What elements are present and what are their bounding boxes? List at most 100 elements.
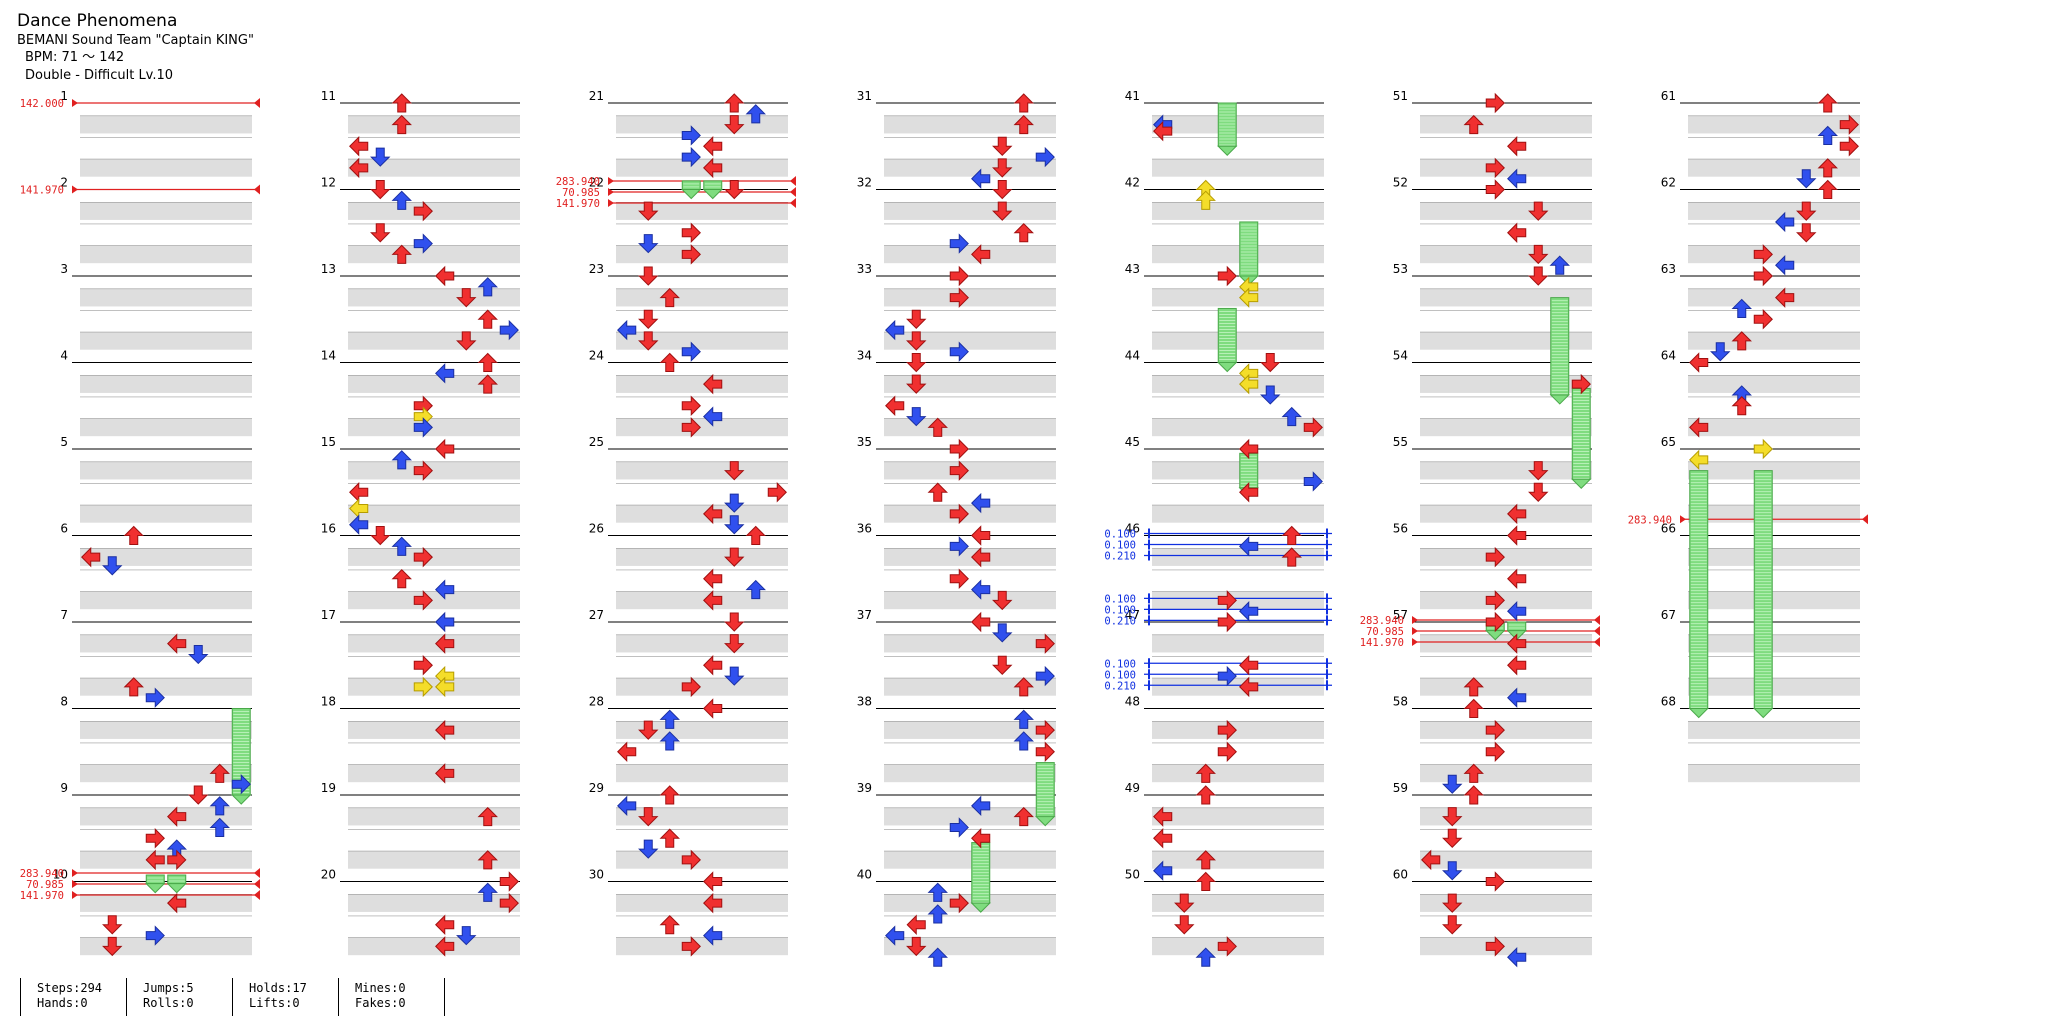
arrow-right-icon <box>681 395 701 416</box>
bpm-marker-value: 141.970 <box>1360 637 1404 649</box>
arrow-right-icon <box>1035 719 1055 741</box>
stat-bottom: Hands:0 <box>37 996 88 1010</box>
beat-band <box>1152 202 1324 220</box>
arrow-up-icon <box>391 450 412 470</box>
beat-band <box>1420 634 1592 653</box>
arrow-left-icon <box>1507 222 1527 243</box>
arrow-right-icon <box>1753 265 1773 287</box>
arrow-right-icon <box>145 687 165 708</box>
arrow-down-icon <box>188 644 209 665</box>
arrow-up-icon <box>1013 731 1034 751</box>
beat-band <box>616 245 788 264</box>
arrow-down-icon <box>638 839 659 859</box>
arrow-down-icon <box>638 807 659 827</box>
bpm-marker-value: 283.940 <box>556 176 600 188</box>
beat-band <box>884 634 1056 653</box>
arrow-up-icon <box>1731 396 1752 416</box>
arrow-down-icon <box>992 655 1013 675</box>
measure-number: 33 <box>857 262 872 276</box>
beat-band <box>80 807 252 826</box>
measure-number: 50 <box>1125 868 1140 882</box>
bpm-marker-value: 70.985 <box>1366 626 1404 638</box>
hold-note <box>166 874 187 894</box>
hold-tail-icon <box>1571 478 1592 489</box>
arrow-right-icon <box>231 773 251 795</box>
beat-band <box>348 115 520 134</box>
arrow-up-icon <box>1463 763 1484 783</box>
hold-tail-icon <box>970 902 991 913</box>
measure-number: 55 <box>1393 435 1408 449</box>
arrow-up-icon <box>477 882 498 902</box>
arrow-left-icon <box>167 806 187 827</box>
beat-band <box>348 159 520 177</box>
measure-number: 12 <box>321 176 336 190</box>
measure-number: 16 <box>321 522 336 536</box>
arrow-up-icon <box>209 796 230 816</box>
stat-bottom: Fakes:0 <box>355 996 406 1010</box>
measure-number: 26 <box>589 522 604 536</box>
arrow-down-icon <box>456 331 477 351</box>
arrow-right-icon <box>413 200 433 222</box>
stat-group: Mines:0 Fakes:0 <box>338 978 444 1016</box>
arrow-up-icon <box>1195 947 1216 967</box>
arrow-right-icon <box>1485 157 1505 179</box>
arrow-left-icon <box>1239 655 1259 676</box>
beat-band <box>616 634 788 653</box>
arrow-right-icon <box>499 892 519 914</box>
beat-band <box>1688 418 1860 437</box>
beat-band <box>1688 764 1860 783</box>
beat-band <box>616 375 788 393</box>
arrow-left-icon <box>1421 849 1441 871</box>
arrow-right-icon <box>1217 719 1237 741</box>
beat-band <box>616 548 788 566</box>
bpm-marker-value: 283.940 <box>20 868 64 880</box>
arrow-up-icon <box>1281 525 1302 545</box>
stop-marker-value: 0.210 <box>1104 551 1136 563</box>
measure-number: 29 <box>589 781 604 795</box>
measure-number: 45 <box>1125 435 1140 449</box>
arrow-left-icon <box>1507 946 1527 968</box>
stat-bottom: Rolls:0 <box>143 996 194 1010</box>
arrow-left-icon <box>145 849 165 871</box>
arrow-right-icon <box>1217 741 1237 762</box>
measure-number: 65 <box>1661 435 1676 449</box>
arrow-right-icon <box>1571 373 1591 395</box>
arrow-up-icon <box>391 244 412 264</box>
arrow-right-icon <box>1839 114 1859 135</box>
arrow-left-icon <box>885 395 905 416</box>
arrow-down-icon <box>906 331 927 351</box>
beat-band <box>616 332 788 350</box>
arrow-right-icon <box>949 341 969 362</box>
measure-number: 59 <box>1393 781 1408 795</box>
arrow-up-icon <box>477 352 498 372</box>
beat-band <box>80 505 252 523</box>
beat-band <box>348 245 520 264</box>
beat-band <box>1688 202 1860 220</box>
marker-arrow-icon <box>254 890 260 901</box>
beat-band <box>616 807 788 826</box>
beat-band <box>616 202 788 220</box>
beat-band <box>348 634 520 653</box>
arrow-up-icon <box>391 190 412 210</box>
arrow-right-icon <box>681 146 701 168</box>
measure-number: 13 <box>321 262 336 276</box>
arrow-right-icon <box>681 125 701 146</box>
arrow-up-icon <box>1195 850 1216 870</box>
arrow-up-icon <box>659 731 680 751</box>
arrow-right-icon <box>949 438 969 460</box>
beat-band <box>1688 678 1860 696</box>
arrow-left-icon <box>167 633 187 654</box>
beat-band <box>884 288 1056 307</box>
arrow-left-icon <box>703 503 723 525</box>
beat-band <box>348 461 520 480</box>
arrow-left-icon <box>349 514 369 535</box>
arrow-left-icon <box>703 590 723 611</box>
beat-band <box>1420 202 1592 220</box>
measure-number: 3 <box>60 262 68 276</box>
arrow-down-icon <box>724 515 745 535</box>
arrow-up-icon <box>724 93 745 113</box>
arrow-left-icon <box>1689 449 1709 471</box>
measure-number: 40 <box>857 868 872 882</box>
beat-band <box>348 288 520 307</box>
bpm-marker-value: 141.970 <box>556 198 600 210</box>
